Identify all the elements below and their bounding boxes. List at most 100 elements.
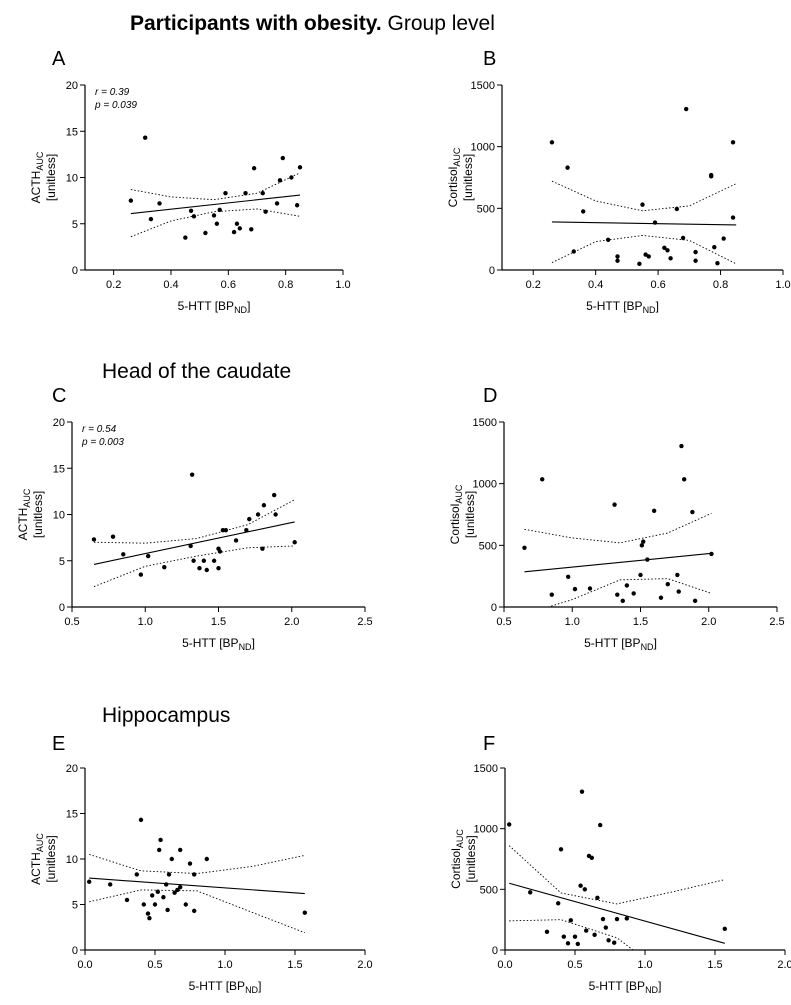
x-label-end: ] — [656, 299, 659, 313]
x-tick-label: 2.5 — [357, 616, 372, 628]
data-point — [676, 589, 681, 594]
data-point — [187, 861, 193, 866]
data-point — [191, 214, 197, 219]
data-point — [598, 822, 603, 828]
data-point — [223, 528, 229, 533]
x-tick-label: 0.0 — [77, 959, 92, 971]
data-point — [605, 237, 611, 242]
data-point — [192, 908, 197, 914]
data-point — [620, 598, 625, 604]
data-point — [292, 540, 297, 545]
x-tick-label: 1.0 — [335, 279, 350, 291]
data-point — [680, 235, 686, 241]
data-point — [606, 938, 611, 943]
data-point — [211, 558, 217, 563]
x-label-end: ] — [258, 979, 261, 993]
data-point — [708, 174, 714, 179]
y-tick-label: 1000 — [473, 479, 497, 491]
data-point — [141, 902, 146, 907]
panel: B 0.2 0.4 0.6 0.8 1.0 0 500 1000 1500 5-HTT [BPND]… — [446, 48, 791, 315]
panel: C 0.5 1.0 1.5 2.0 2.5 0 5 10 15 20 5-HTT [BPND] ACTH… — [16, 385, 373, 652]
x-tick-label: 1.0 — [138, 616, 153, 628]
x-tick-label: 0.5 — [147, 959, 162, 971]
data-point — [544, 929, 550, 934]
y-tick-label: 1000 — [471, 142, 495, 154]
data-point — [639, 543, 645, 548]
data-point — [223, 191, 228, 196]
data-point — [612, 940, 617, 945]
x-label-sub: ND — [643, 305, 656, 315]
data-point — [646, 254, 651, 259]
x-label-sub: ND — [641, 642, 654, 652]
y-tick-label: 1500 — [474, 763, 498, 775]
data-point — [624, 916, 629, 921]
data-point — [143, 135, 148, 140]
x-tick-label: 2.0 — [701, 616, 716, 628]
data-point — [651, 508, 657, 513]
data-point — [271, 492, 277, 498]
data-point — [162, 565, 167, 570]
data-point — [183, 902, 188, 907]
x-tick-label: 0.5 — [64, 616, 79, 628]
data-point — [587, 586, 593, 591]
data-point — [152, 902, 158, 907]
x-label-sub: ND — [234, 305, 247, 315]
y-axis-unit: [unitless] — [31, 491, 45, 538]
data-point — [561, 934, 566, 939]
data-point — [556, 901, 561, 906]
data-point — [721, 236, 726, 241]
data-point — [214, 221, 220, 226]
data-point — [641, 539, 646, 544]
data-point — [615, 592, 620, 597]
panel: E 0.0 0.5 1.0 1.5 2.0 0 5 10 15 20 5-HTT [BPND] ACTH… — [29, 733, 373, 995]
regression-line — [509, 882, 725, 944]
x-tick-label: 0.6 — [650, 279, 665, 291]
y-tick-label: 15 — [66, 809, 78, 821]
y-axis-unit: [unitless] — [44, 835, 58, 882]
y-tick-label: 1000 — [474, 824, 498, 836]
confidence-band — [508, 845, 725, 905]
data-point — [595, 895, 600, 901]
y-tick-label: 500 — [480, 884, 498, 896]
x-tick-label: 2.5 — [769, 616, 784, 628]
data-point — [575, 941, 580, 947]
data-point — [124, 897, 130, 903]
data-point — [549, 592, 554, 597]
y-axis-label: ACTHAUC — [29, 151, 45, 203]
panel-letter: E — [52, 733, 65, 755]
y-axis-label: CortisolAUC — [446, 147, 462, 207]
y-tick-label: 0 — [491, 602, 497, 614]
data-point — [614, 916, 620, 922]
x-tick-label: 0.4 — [588, 279, 603, 291]
y-label-sub: AUC — [455, 829, 465, 849]
annotation: r = 0.54 — [82, 424, 117, 435]
data-point — [261, 503, 267, 508]
data-point — [157, 201, 162, 206]
x-label-main: 5-HTT [BP — [182, 636, 238, 650]
data-point — [507, 822, 512, 827]
regression-line — [89, 877, 305, 895]
x-label-sub: ND — [645, 985, 658, 995]
y-tick-label: 15 — [53, 463, 65, 475]
y-axis-label: ACTHAUC — [16, 488, 32, 540]
data-point — [244, 528, 249, 533]
data-point — [645, 557, 650, 562]
data-point — [274, 201, 280, 206]
y-axis-label: ACTHAUC — [29, 833, 45, 885]
data-point — [681, 477, 687, 482]
data-point — [110, 534, 116, 539]
data-point — [675, 572, 680, 578]
section-title: Participants with obesity. Group level — [130, 12, 495, 35]
y-tick-label: 10 — [66, 173, 78, 185]
data-point — [730, 215, 736, 220]
confidence-band — [551, 235, 737, 265]
annotation: p = 0.003 — [81, 437, 124, 448]
x-tick-label: 0.8 — [713, 279, 728, 291]
y-tick-label: 20 — [66, 80, 78, 92]
confidence-band — [93, 499, 295, 544]
confidence-band — [89, 889, 305, 934]
data-point — [237, 226, 242, 231]
data-point — [178, 847, 183, 853]
data-point — [150, 893, 155, 898]
confidence-band — [89, 854, 305, 875]
